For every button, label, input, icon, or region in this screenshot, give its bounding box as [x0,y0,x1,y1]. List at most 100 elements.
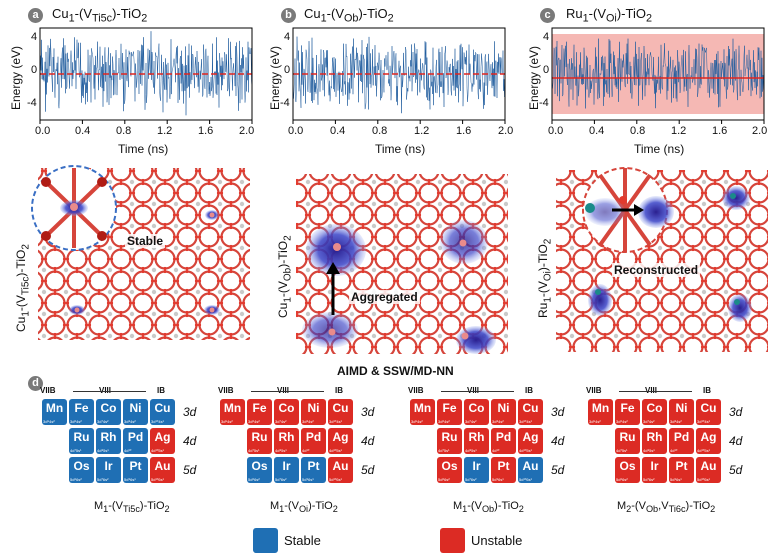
element-symbol: Fe [74,401,89,415]
row-label-5d: 5d [361,463,375,477]
element-config: 4d¹⁰5s¹ [697,448,710,453]
element-config: 4d¹⁰ [670,448,678,453]
element-symbol: Cu [332,401,349,415]
element-config: 4d¹⁰ [492,448,500,453]
panel-letter-d: d [28,376,43,391]
element-config: 3d⁶4s² [438,419,450,424]
panel-letter-c: c [540,8,555,23]
element-config: 3d⁷4s² [465,419,477,424]
energy-plot-c [551,27,765,124]
element-config: 4d⁸5s¹ [275,448,287,453]
element-mn: Mn 3d⁵4s² [42,399,67,425]
element-config: 5d⁹6s¹ [670,477,682,482]
plot-frame [292,27,506,121]
element-config: 4d⁸5s¹ [465,448,477,453]
element-ru: Ru 4d⁷5s¹ [437,428,462,454]
x-axis-label-a: Time (ns) [118,142,169,156]
element-config: 3d⁵4s² [589,419,601,424]
row-label-5d: 5d [551,463,565,477]
element-config: 4d¹⁰ [302,448,310,453]
element-config: 5d⁶6s² [616,477,628,482]
element-config: 3d⁸4s² [124,419,136,424]
element-ag: Ag 4d¹⁰5s¹ [518,428,543,454]
row-label-3d: 3d [729,405,743,419]
row-label-4d: 4d [361,434,375,448]
xtick-a-1: 0.4 [75,125,91,137]
element-pd: Pd 4d¹⁰ [491,428,516,454]
legend-unstable-label: Unstable [471,533,523,548]
xtick-b-1: 0.4 [330,125,346,137]
element-symbol: Mn [413,401,432,415]
element-symbol: Os [441,459,458,473]
element-config: 5d⁶6s² [70,477,82,482]
xtick-c-3: 1.2 [671,125,687,137]
element-au: Au 5d¹⁰6s¹ [518,457,543,483]
ytick-c-m4: -4 [539,97,549,109]
group-bracket [619,391,692,392]
element-config: 5d⁷6s² [97,477,109,482]
table-name-1: M1-(VOi)-TiO2 [270,500,338,515]
element-pt: Pt 5d⁹6s¹ [491,457,516,483]
group-label-viib: VIIB [586,386,602,395]
arrow-up [326,262,340,274]
element-rh: Rh 4d⁸5s¹ [96,428,121,454]
element-symbol: Au [154,459,171,473]
element-symbol: Pt [497,459,510,473]
element-co: Co 3d⁷4s² [274,399,299,425]
element-symbol: Ag [700,430,717,444]
element-symbol: Co [646,401,663,415]
element-os: Os 5d⁶6s² [247,457,272,483]
element-mn: Mn 3d⁵4s² [220,399,245,425]
element-ir: Ir 5d⁷6s² [96,457,121,483]
group-label-ib: IB [703,386,711,395]
element-symbol: Co [278,401,295,415]
element-pt: Pt 5d⁹6s¹ [669,457,694,483]
element-ir: Ir 5d⁷6s² [274,457,299,483]
element-symbol: Ni [675,401,688,415]
plot-frame [551,27,765,121]
ytick-b-4: 4 [284,31,291,43]
element-symbol: Ru [619,430,636,444]
element-mn: Mn 3d⁵4s² [410,399,435,425]
element-config: 5d⁹6s¹ [492,477,504,482]
element-os: Os 5d⁶6s² [437,457,462,483]
element-symbol: Rh [646,430,663,444]
xtick-a-4: 1.6 [198,125,214,137]
element-symbol: Au [332,459,349,473]
element-cu: Cu 3d¹⁰4s¹ [696,399,721,425]
element-fe: Fe 3d⁶4s² [69,399,94,425]
element-config: 3d⁸4s² [492,419,504,424]
group-label-viib: VIIB [218,386,234,395]
element-rh: Rh 4d⁸5s¹ [464,428,489,454]
element-ni: Ni 3d⁸4s² [669,399,694,425]
legend-stable-swatch [253,528,278,553]
annotation-stable: Stable [125,234,166,248]
xtick-b-2: 0.8 [372,125,388,137]
group-bracket [441,391,514,392]
ytick-b-0: 0 [284,64,291,76]
element-os: Os 5d⁶6s² [615,457,640,483]
xtick-a-5: 2.0 [239,125,255,137]
element-config: 5d⁷6s² [275,477,287,482]
lattice-structures [31,165,768,354]
element-symbol: Fe [442,401,457,415]
element-config: 3d⁷4s² [97,419,109,424]
element-config: 3d⁶4s² [70,419,82,424]
element-ir: Ir 5d⁷6s² [642,457,667,483]
element-symbol: Pd [673,430,690,444]
element-symbol: Os [73,459,90,473]
element-ag: Ag 4d¹⁰5s¹ [696,428,721,454]
element-symbol: Ir [650,459,659,473]
xtick-a-3: 1.2 [157,125,173,137]
row-label-3d: 3d [361,405,375,419]
xtick-c-2: 0.8 [630,125,646,137]
group-bracket [251,391,324,392]
xtick-b-0: 0.0 [288,125,304,137]
side-label-c: Ru1-(VOi)-TiO2 [536,238,554,318]
element-symbol: Mn [223,401,242,415]
element-config: 3d⁸4s² [670,419,682,424]
element-symbol: Ru [251,430,268,444]
element-config: 4d⁸5s¹ [97,448,109,453]
element-config: 4d⁷5s¹ [248,448,260,453]
x-axis-label-b: Time (ns) [375,142,426,156]
